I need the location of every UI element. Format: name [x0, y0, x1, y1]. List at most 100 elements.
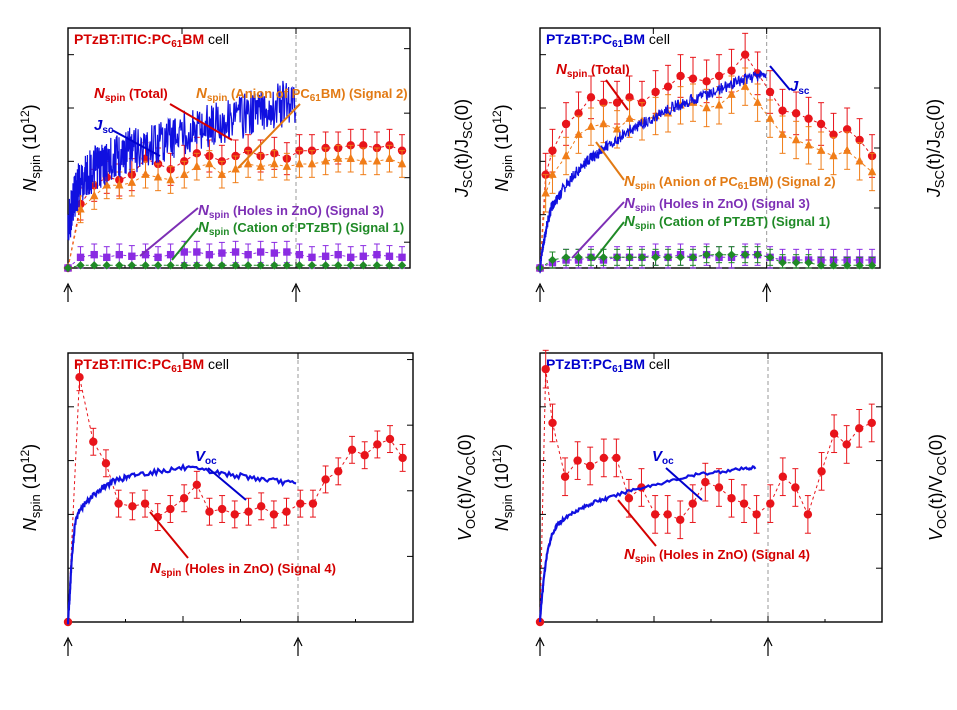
data-point	[385, 252, 394, 260]
data-point	[753, 250, 762, 259]
series-label-total: Nspin (Total)	[556, 61, 630, 80]
data-point	[753, 97, 762, 106]
data-point	[244, 507, 253, 516]
data-point	[560, 472, 570, 481]
data-point	[385, 261, 394, 270]
data-point	[90, 261, 99, 270]
label-pointer	[593, 221, 625, 261]
data-point	[166, 250, 175, 259]
data-point	[791, 258, 801, 267]
irradiation-arrowhead	[535, 282, 545, 293]
data-point	[101, 459, 111, 468]
data-point	[714, 100, 724, 109]
data-point	[270, 158, 279, 168]
data-point	[740, 81, 750, 90]
data-point	[295, 250, 304, 259]
data-point	[153, 172, 163, 181]
series-voc	[538, 465, 757, 623]
data-point	[270, 261, 279, 270]
data-point	[347, 253, 355, 262]
data-point	[243, 261, 253, 270]
data-point	[103, 253, 111, 262]
data-point	[599, 253, 608, 262]
data-point	[205, 507, 214, 516]
series-label-cation: Nspin (Cation of PTzBT) (Signal 1)	[198, 219, 404, 238]
data-point	[256, 261, 265, 270]
data-point	[804, 114, 813, 123]
data-point	[127, 177, 137, 186]
label-pointer	[617, 499, 657, 547]
data-point	[548, 255, 557, 265]
data-point	[360, 451, 369, 460]
data-point	[574, 109, 583, 118]
data-point	[702, 250, 711, 259]
data-point	[573, 456, 582, 465]
data-point	[90, 250, 98, 259]
cell-label: PTzBT:ITIC:PC61BM cell	[74, 356, 229, 375]
data-point	[765, 113, 775, 122]
irradiation-arrowhead	[763, 636, 773, 647]
data-point	[541, 188, 550, 197]
series-label-holes_zno_oc: Nspin (Holes in ZnO) (Signal 4)	[624, 546, 810, 565]
irradiation-arrowhead	[63, 282, 73, 293]
data-point	[359, 252, 367, 260]
data-point	[765, 87, 775, 97]
data-point	[397, 261, 407, 270]
data-point	[76, 261, 85, 270]
label-pointer	[139, 207, 199, 257]
irradiation-arrowhead	[293, 636, 303, 647]
series-connector	[67, 251, 403, 269]
label-pointer	[605, 79, 629, 111]
series-jsc	[67, 80, 296, 241]
data-point	[688, 499, 697, 508]
data-point	[193, 248, 201, 256]
data-point	[842, 125, 852, 134]
label-pointer	[149, 511, 189, 559]
data-point	[676, 253, 685, 262]
data-point	[855, 424, 864, 433]
data-point	[817, 467, 826, 476]
data-point	[359, 156, 368, 165]
data-point	[842, 261, 852, 270]
data-point	[243, 158, 253, 168]
data-point	[115, 261, 124, 270]
data-point	[624, 494, 634, 503]
data-point	[205, 250, 214, 259]
data-point	[166, 504, 175, 514]
data-point	[612, 124, 622, 133]
data-point	[867, 261, 877, 270]
data-point	[205, 158, 214, 168]
data-point	[115, 250, 123, 259]
series-label-jsc: Jsc	[790, 78, 810, 97]
data-point	[766, 499, 775, 508]
data-point	[128, 252, 136, 260]
series-holes_zno	[64, 240, 406, 272]
cell-label: PTzBT:PC61BM cell	[546, 31, 670, 50]
series-connector	[67, 144, 403, 269]
series-cation	[535, 246, 877, 273]
data-point	[321, 252, 330, 260]
data-point	[76, 253, 85, 262]
data-point	[372, 156, 382, 165]
irradiation-arrowhead	[762, 282, 772, 293]
series-cation	[63, 261, 407, 273]
data-point	[701, 477, 710, 487]
y-axis-label: Nspin (1012)	[18, 104, 43, 191]
data-point	[625, 253, 634, 262]
data-point	[727, 89, 736, 98]
data-point	[283, 248, 291, 256]
data-point	[574, 129, 583, 138]
data-point	[217, 261, 227, 270]
series-line-jsc	[539, 70, 767, 274]
data-point	[663, 82, 673, 91]
data-point	[347, 445, 357, 455]
data-point	[321, 475, 330, 484]
data-point	[548, 146, 557, 155]
data-point	[127, 261, 137, 270]
data-point	[179, 494, 189, 503]
data-point	[651, 87, 660, 97]
y2-axis-label: VOC(t)/VOC(0)	[455, 434, 478, 541]
data-point	[714, 483, 724, 492]
data-point	[307, 261, 317, 270]
data-point	[714, 71, 724, 81]
